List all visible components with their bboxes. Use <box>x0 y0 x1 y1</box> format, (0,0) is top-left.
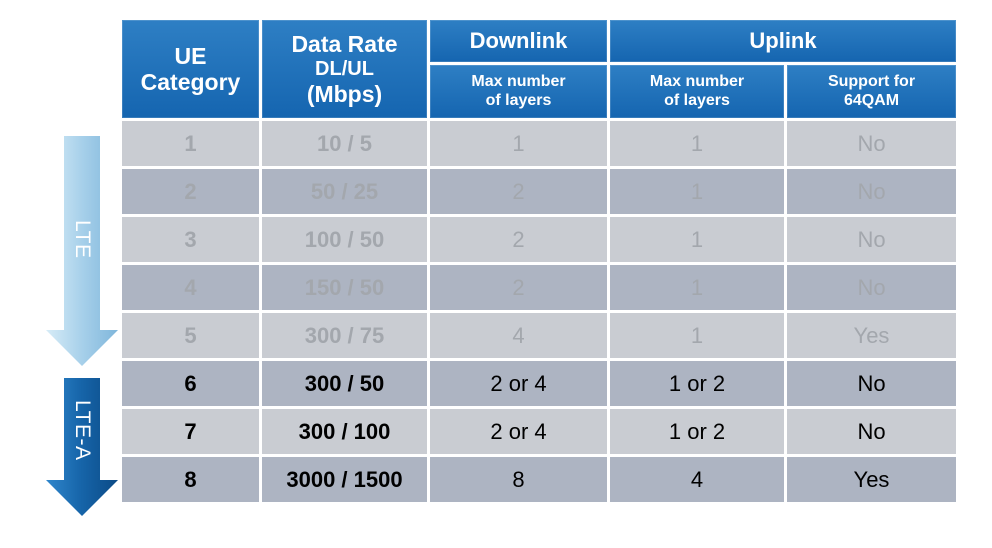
cell-64qam: Yes <box>787 457 956 502</box>
header-data-rate-unit: (Mbps) <box>306 80 383 107</box>
header-data-rate-sub: DL/UL <box>315 57 374 80</box>
cell-category: 5 <box>122 313 259 358</box>
cell-data-rate: 300 / 100 <box>262 409 427 454</box>
cell-dl-layers: 2 or 4 <box>430 361 607 406</box>
header-data-rate: Data Rate DL/UL (Mbps) <box>262 20 427 118</box>
table-row: 8 3000 / 1500 8 4 Yes <box>122 457 956 502</box>
table-row: 4 150 / 50 2 1 No <box>122 265 956 310</box>
cell-category: 6 <box>122 361 259 406</box>
cell-category: 8 <box>122 457 259 502</box>
header-ul-64qam: Support for 64QAM <box>787 65 956 118</box>
table-row: 5 300 / 75 4 1 Yes <box>122 313 956 358</box>
header-data-rate-title: Data Rate <box>291 31 398 58</box>
table-row: 2 50 / 25 2 1 No <box>122 169 956 214</box>
cell-ul-layers: 1 <box>610 121 784 166</box>
table-row: 1 10 / 5 1 1 No <box>122 121 956 166</box>
cell-category: 1 <box>122 121 259 166</box>
cell-data-rate: 10 / 5 <box>262 121 427 166</box>
cell-data-rate: 100 / 50 <box>262 217 427 262</box>
cell-dl-layers: 4 <box>430 313 607 358</box>
cell-dl-layers: 2 or 4 <box>430 409 607 454</box>
cell-64qam: No <box>787 217 956 262</box>
cell-64qam: No <box>787 121 956 166</box>
header-downlink: Downlink <box>430 20 607 62</box>
cell-ul-layers: 1 <box>610 217 784 262</box>
cell-dl-layers: 2 <box>430 217 607 262</box>
cell-dl-layers: 2 <box>430 265 607 310</box>
cell-64qam: No <box>787 361 956 406</box>
cell-ul-layers: 1 <box>610 265 784 310</box>
cell-data-rate: 300 / 50 <box>262 361 427 406</box>
lte-a-arrow <box>46 378 118 516</box>
cell-data-rate: 3000 / 1500 <box>262 457 427 502</box>
arrows-graphic <box>46 136 118 516</box>
cell-ul-layers: 1 <box>610 169 784 214</box>
cell-64qam: No <box>787 265 956 310</box>
cell-category: 4 <box>122 265 259 310</box>
cell-ul-layers: 1 or 2 <box>610 361 784 406</box>
cell-ul-layers: 1 or 2 <box>610 409 784 454</box>
cell-dl-layers: 8 <box>430 457 607 502</box>
cell-data-rate: 300 / 75 <box>262 313 427 358</box>
ue-category-table: UE Category Data Rate DL/UL (Mbps) Downl… <box>119 17 959 505</box>
cell-category: 3 <box>122 217 259 262</box>
cell-category: 7 <box>122 409 259 454</box>
cell-ul-layers: 1 <box>610 313 784 358</box>
table-row: 3 100 / 50 2 1 No <box>122 217 956 262</box>
table-row: 6 300 / 50 2 or 4 1 or 2 No <box>122 361 956 406</box>
header-dl-layers: Max number of layers <box>430 65 607 118</box>
cell-64qam: No <box>787 169 956 214</box>
cell-data-rate: 150 / 50 <box>262 265 427 310</box>
header-ul-layers: Max number of layers <box>610 65 784 118</box>
cell-64qam: No <box>787 409 956 454</box>
cell-64qam: Yes <box>787 313 956 358</box>
lte-arrow-label: LTE <box>71 220 94 259</box>
table-row: 7 300 / 100 2 or 4 1 or 2 No <box>122 409 956 454</box>
header-uplink: Uplink <box>610 20 956 62</box>
cell-data-rate: 50 / 25 <box>262 169 427 214</box>
lte-arrow <box>46 136 118 366</box>
lte-a-arrow-label: LTE-A <box>71 400 94 461</box>
cell-dl-layers: 2 <box>430 169 607 214</box>
cell-dl-layers: 1 <box>430 121 607 166</box>
cell-ul-layers: 4 <box>610 457 784 502</box>
header-ue-category: UE Category <box>122 20 259 118</box>
cell-category: 2 <box>122 169 259 214</box>
